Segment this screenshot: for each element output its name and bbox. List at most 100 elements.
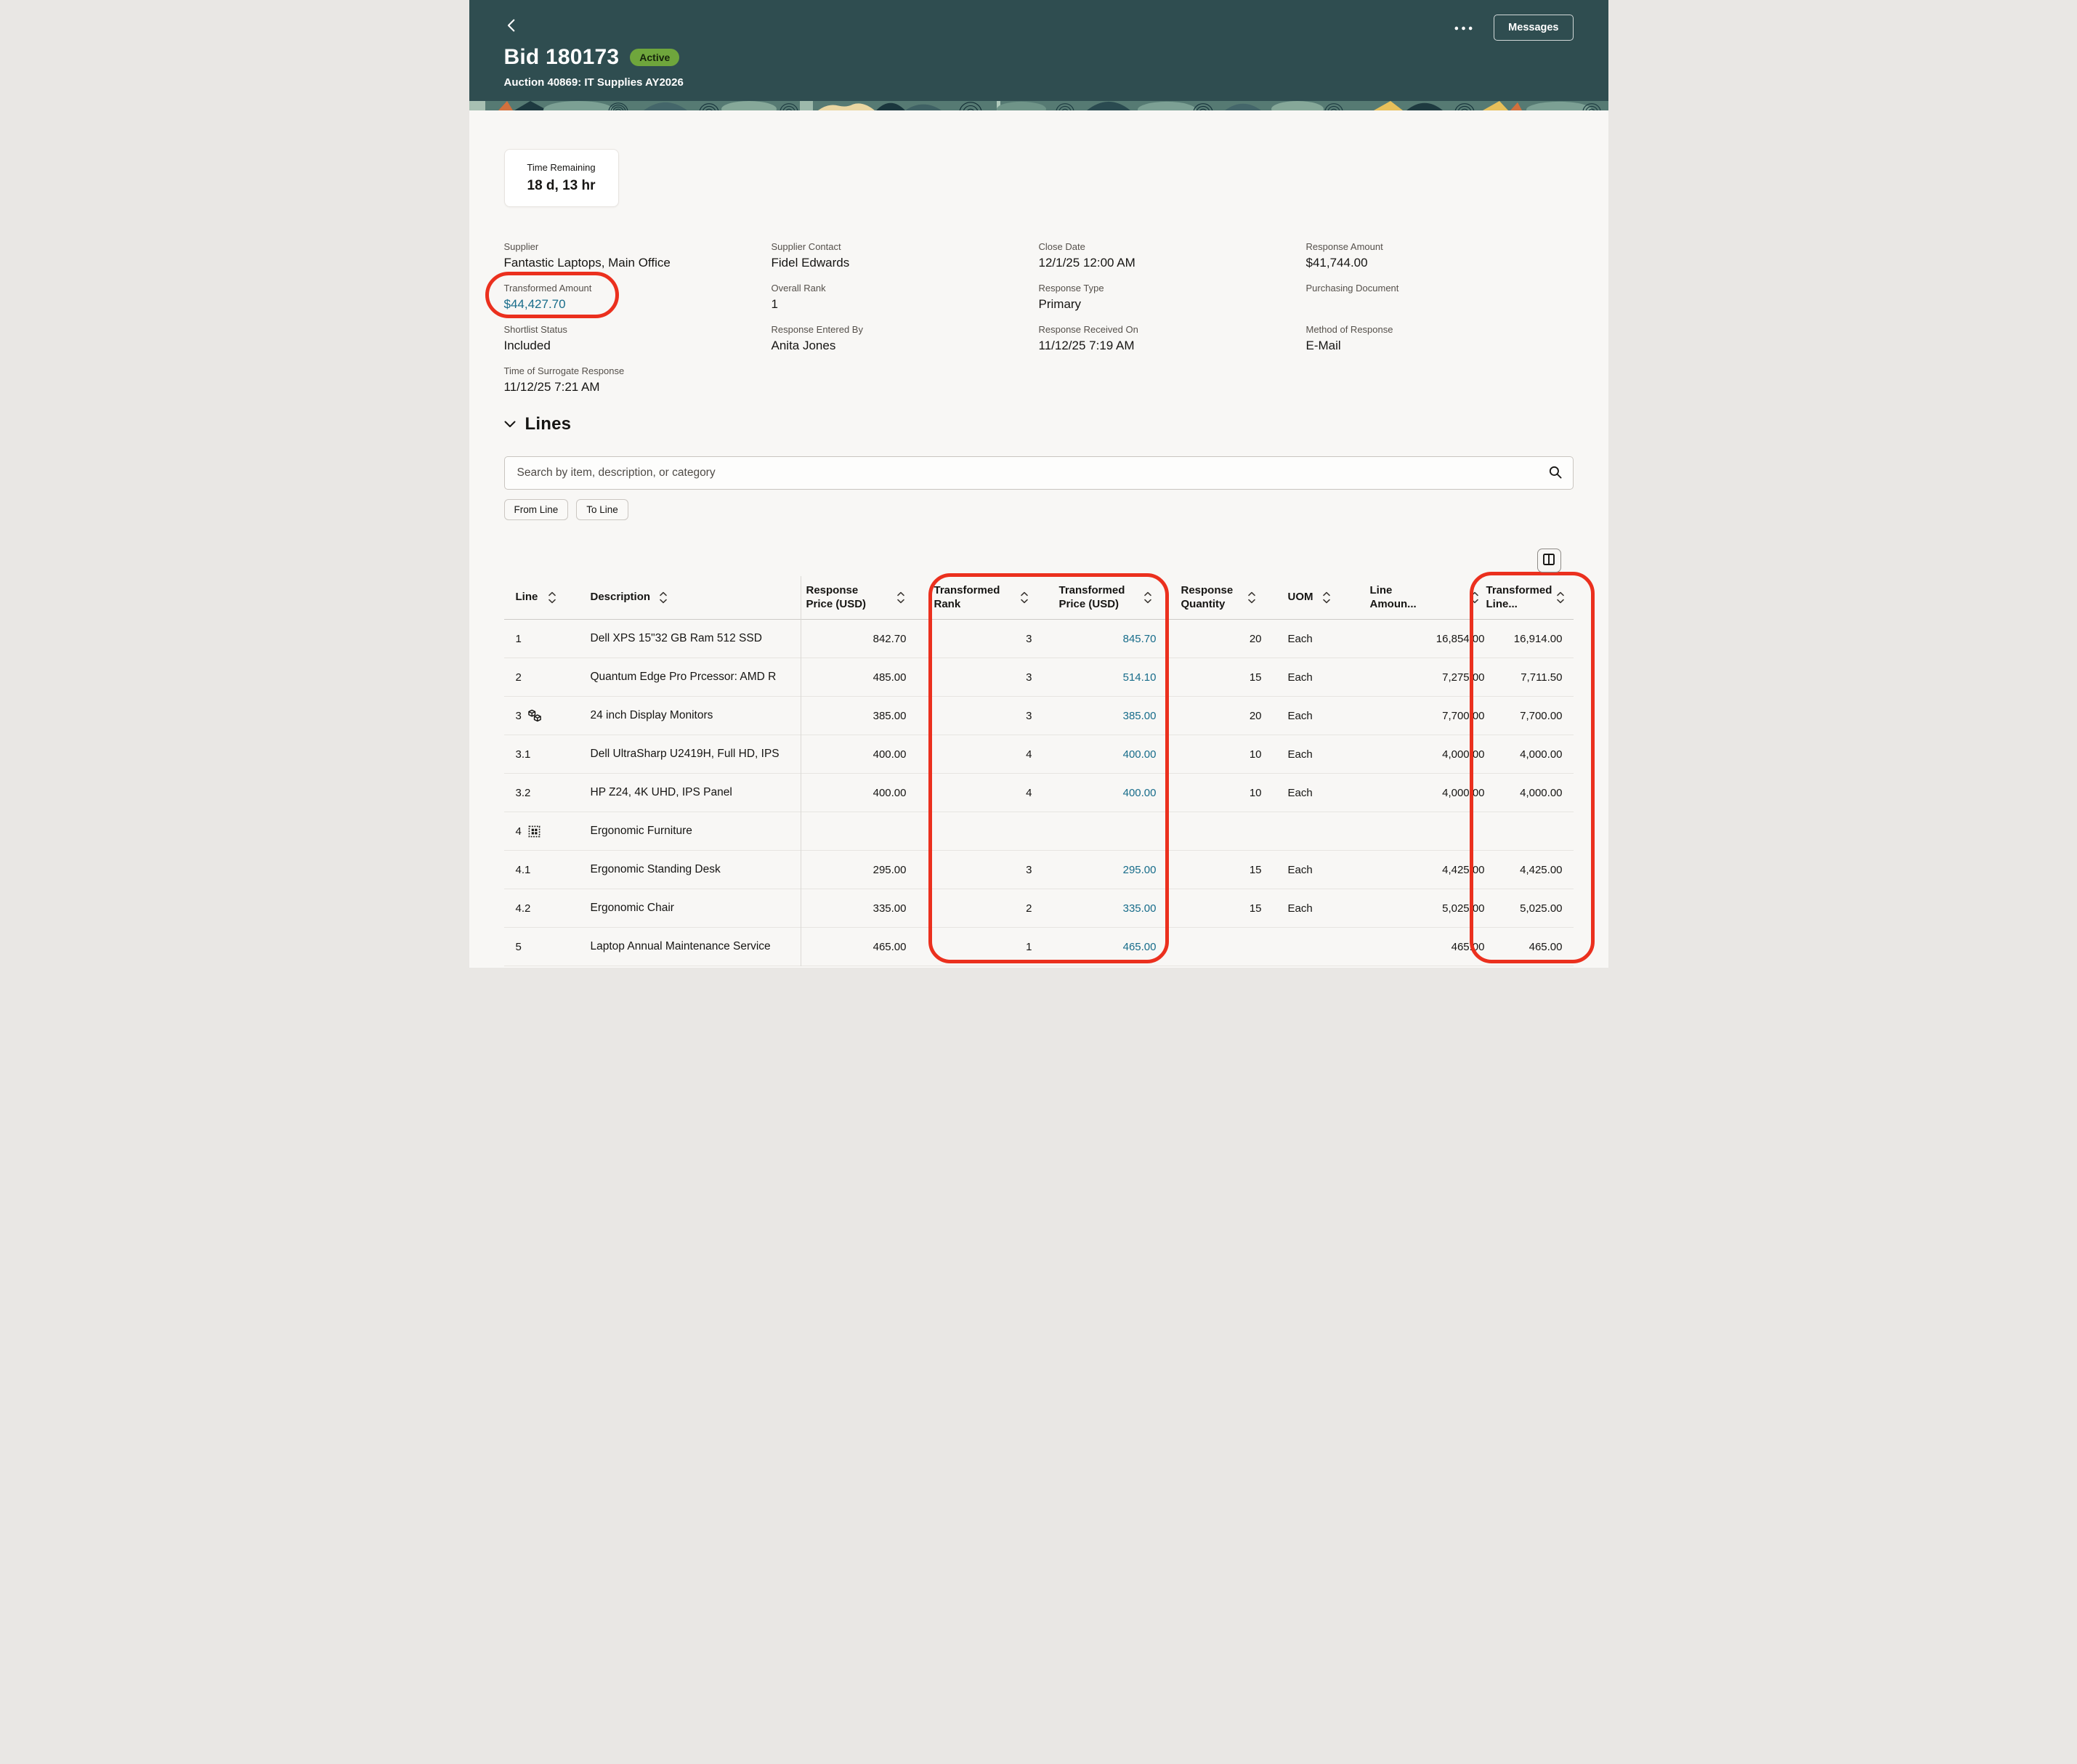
summary-field: Method of Response E-Mail — [1306, 324, 1574, 365]
overflow-menu-button[interactable] — [1452, 18, 1475, 38]
cell-line-amount: 465.00 — [1451, 940, 1485, 953]
transformed-price-link[interactable]: 335.00 — [1122, 902, 1157, 915]
transformed-amount-link[interactable]: $44,427.70 — [503, 297, 566, 311]
search-bar — [503, 456, 1574, 490]
manage-columns-button[interactable] — [1537, 549, 1561, 573]
lines-section-header: Lines — [504, 413, 1574, 436]
field-label: Response Type — [1038, 283, 1104, 294]
cell-line-amount: 7,700.00 — [1442, 709, 1485, 722]
cell-line: 3 — [504, 697, 591, 735]
cell-transformed-rank: 4 — [1026, 748, 1032, 761]
cell-response-quantity: 20 — [1249, 632, 1262, 645]
field-label: Transformed Amount — [503, 283, 592, 294]
cell-transformed-rank: 4 — [1026, 786, 1032, 799]
cell-transformed-price: 400.00 — [1033, 735, 1157, 773]
transformed-price-link[interactable]: 514.10 — [1122, 671, 1157, 684]
field-label: Overall Rank — [771, 283, 826, 294]
field-value: 11/12/25 7:19 AM — [1038, 339, 1135, 352]
summary-field: Time of Surrogate Response 11/12/25 7:21… — [504, 365, 772, 407]
cell-transformed-price: 400.00 — [1033, 774, 1157, 812]
cell-transformed-price: 385.00 — [1033, 697, 1157, 735]
column-header-response-quantity[interactable]: Response Quantity — [1157, 584, 1262, 611]
cell-transformed-rank: 3 — [1026, 863, 1032, 876]
transformed-price-link[interactable]: 465.00 — [1122, 940, 1157, 953]
page-title: Bid 180173 — [503, 45, 620, 69]
cell-response-price — [801, 812, 910, 850]
cell-response-price: 295.00 — [872, 863, 907, 876]
to-line-filter-button[interactable]: To Line — [576, 499, 628, 520]
cell-response-quantity — [1157, 812, 1262, 850]
transformed-price-link[interactable]: 845.70 — [1122, 632, 1157, 645]
sort-icon — [1322, 591, 1331, 604]
summary-field: Purchasing Document — [1306, 283, 1574, 324]
table-row: 5 Laptop Annual Maintenance Service 465.… — [503, 928, 1574, 966]
field-label: Response Amount — [1305, 241, 1383, 252]
lines-table: Line Description Response Price (USD) Tr… — [503, 576, 1574, 966]
decorative-banner — [469, 101, 1608, 110]
field-label: Response Entered By — [771, 324, 863, 335]
page-header: Messages Bid 180173 Active Auction 40869… — [469, 0, 1608, 101]
status-badge: Active — [630, 48, 680, 67]
column-header-transformed-rank[interactable]: Transformed Rank — [910, 584, 1033, 611]
cell-description: Dell XPS 15"32 GB Ram 512 SSD — [590, 632, 762, 644]
cell-response-price: 400.00 — [872, 748, 907, 761]
field-label: Purchasing Document — [1305, 283, 1399, 294]
sort-icon — [659, 591, 668, 604]
main-content: Time Remaining 18 d, 13 hr Supplier Fant… — [469, 149, 1608, 966]
field-label: Close Date — [1038, 241, 1085, 252]
cell-description: HP Z24, 4K UHD, IPS Panel — [590, 786, 732, 798]
collapse-chevron-icon[interactable] — [504, 421, 516, 428]
cell-response-quantity: 15 — [1249, 671, 1262, 684]
field-value: Primary — [1038, 297, 1082, 311]
sort-icon — [1020, 591, 1029, 604]
column-header-transformed-price[interactable]: Transformed Price (USD) — [1033, 584, 1157, 611]
cell-line-amount: 16,854.00 — [1436, 632, 1485, 645]
sort-icon — [1556, 591, 1565, 604]
transformed-price-link[interactable]: 385.00 — [1122, 709, 1157, 722]
cell-response-price: 400.00 — [872, 786, 907, 799]
search-icon[interactable] — [1548, 465, 1563, 480]
summary-field: Supplier Fantastic Laptops, Main Office — [504, 241, 772, 283]
field-value: 11/12/25 7:21 AM — [503, 380, 600, 394]
sort-icon — [1143, 591, 1152, 604]
column-header-response-price[interactable]: Response Price (USD) — [801, 584, 910, 611]
column-header-description[interactable]: Description — [591, 591, 801, 604]
column-header-line[interactable]: Line — [504, 591, 591, 604]
cell-uom: Each — [1287, 748, 1313, 761]
cell-description: 24 inch Display Monitors — [590, 709, 713, 721]
table-row: 4.2 Ergonomic Chair 335.00 2 335.00 15 E… — [503, 889, 1574, 928]
transformed-price-link[interactable]: 400.00 — [1122, 786, 1157, 799]
column-header-transformed-line-amount[interactable]: Transformed Line... — [1486, 584, 1574, 611]
summary-field: Response Entered By Anita Jones — [772, 324, 1039, 365]
transformed-price-link[interactable]: 400.00 — [1122, 748, 1157, 761]
cell-description: Laptop Annual Maintenance Service — [590, 940, 771, 952]
cell-transformed-rank: 2 — [1026, 902, 1032, 915]
cell-transformed-rank: 3 — [1026, 709, 1032, 722]
time-remaining-label: Time Remaining — [527, 162, 596, 173]
back-button[interactable] — [504, 17, 520, 36]
search-input[interactable] — [503, 456, 1574, 490]
cell-response-quantity: 20 — [1249, 709, 1262, 722]
cell-transformed-price: 295.00 — [1033, 851, 1157, 889]
cell-transformed-line-amount: 4,425.00 — [1520, 863, 1563, 876]
sort-icon — [1470, 591, 1479, 604]
cell-response-quantity: 15 — [1249, 863, 1262, 876]
from-line-filter-button[interactable]: From Line — [503, 499, 569, 520]
column-header-uom[interactable]: UOM — [1262, 591, 1370, 604]
sort-icon — [896, 591, 905, 604]
field-value: E-Mail — [1305, 339, 1341, 352]
transformed-price-link[interactable]: 295.00 — [1122, 863, 1157, 876]
cell-uom: Each — [1287, 632, 1313, 645]
column-header-line-amount[interactable]: Line Amoun... — [1370, 584, 1486, 611]
cell-transformed-line-amount: 16,914.00 — [1513, 632, 1563, 645]
summary-field: Response Type Primary — [1039, 283, 1306, 324]
messages-button[interactable]: Messages — [1494, 15, 1574, 41]
ellipsis-icon — [1454, 23, 1473, 33]
cell-response-quantity: 15 — [1249, 902, 1262, 915]
cell-response-price: 465.00 — [872, 940, 907, 953]
cell-transformed-rank — [910, 812, 1033, 850]
alternate-lines-cubes-icon — [528, 709, 542, 723]
chevron-left-icon — [504, 17, 520, 36]
summary-field: Response Amount $41,744.00 — [1306, 241, 1574, 283]
cell-transformed-line-amount: 465.00 — [1529, 940, 1563, 953]
